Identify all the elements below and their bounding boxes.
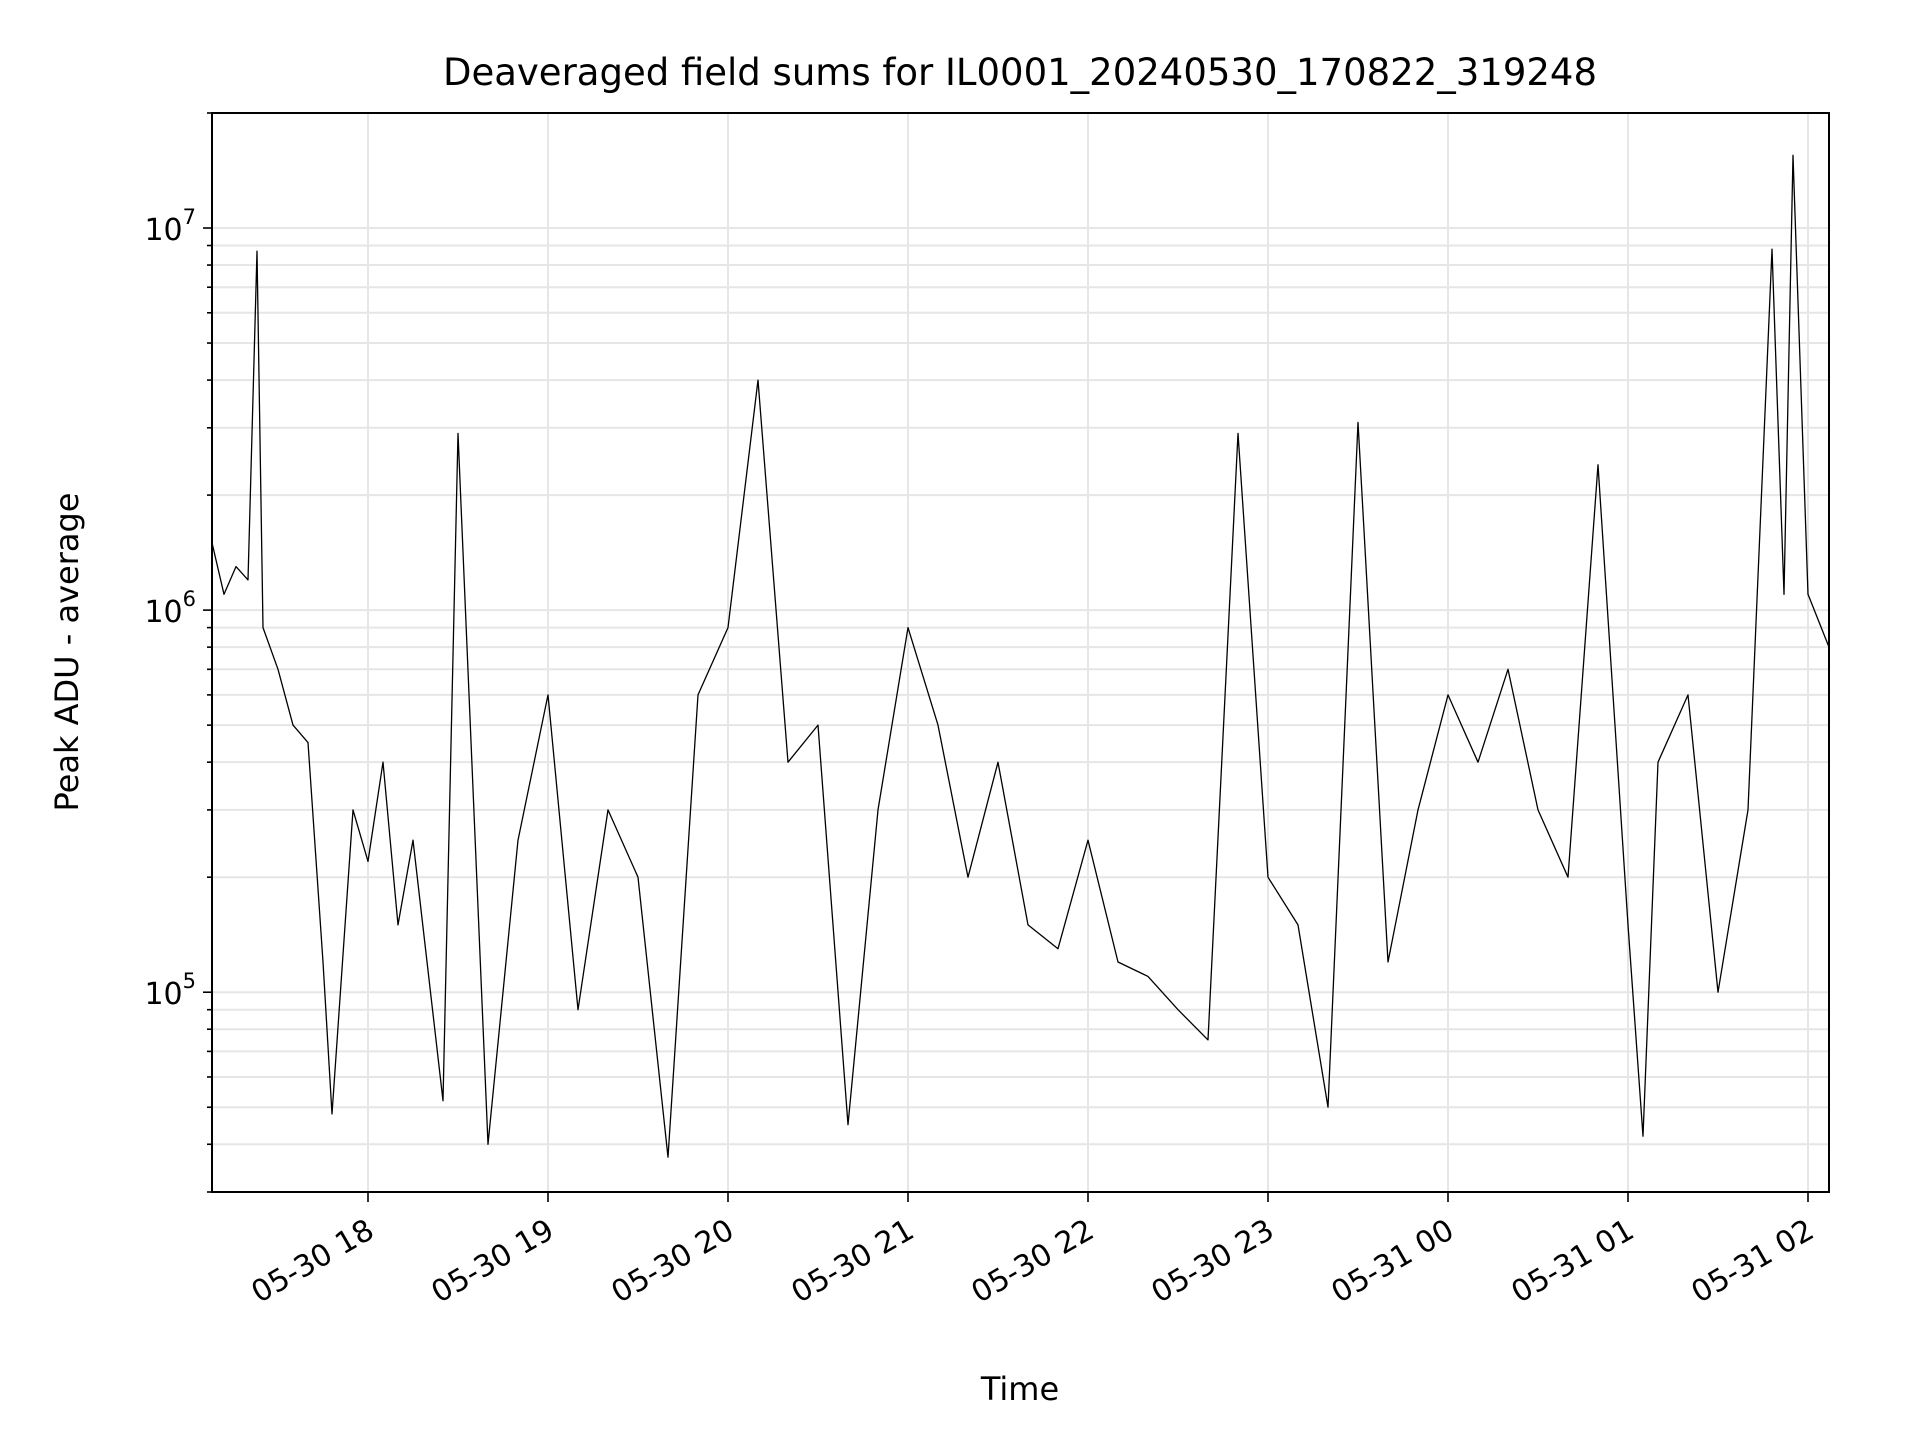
series-layer <box>212 154 1829 1158</box>
y-axis-ticks: 105 106 107 <box>144 112 212 1193</box>
plot-frame <box>211 112 1830 1193</box>
y-axis-label: Peak ADU - average <box>48 493 86 812</box>
x-axis-label: Time <box>980 1370 1059 1408</box>
y-tick-label: 107 <box>144 205 196 248</box>
chart-title: Deaveraged field sums for IL0001_2024053… <box>443 51 1597 94</box>
grid <box>212 112 1829 1193</box>
y-tick-label: 105 <box>144 969 196 1012</box>
series-line <box>212 154 1829 1158</box>
y-tick-label: 106 <box>144 587 196 630</box>
